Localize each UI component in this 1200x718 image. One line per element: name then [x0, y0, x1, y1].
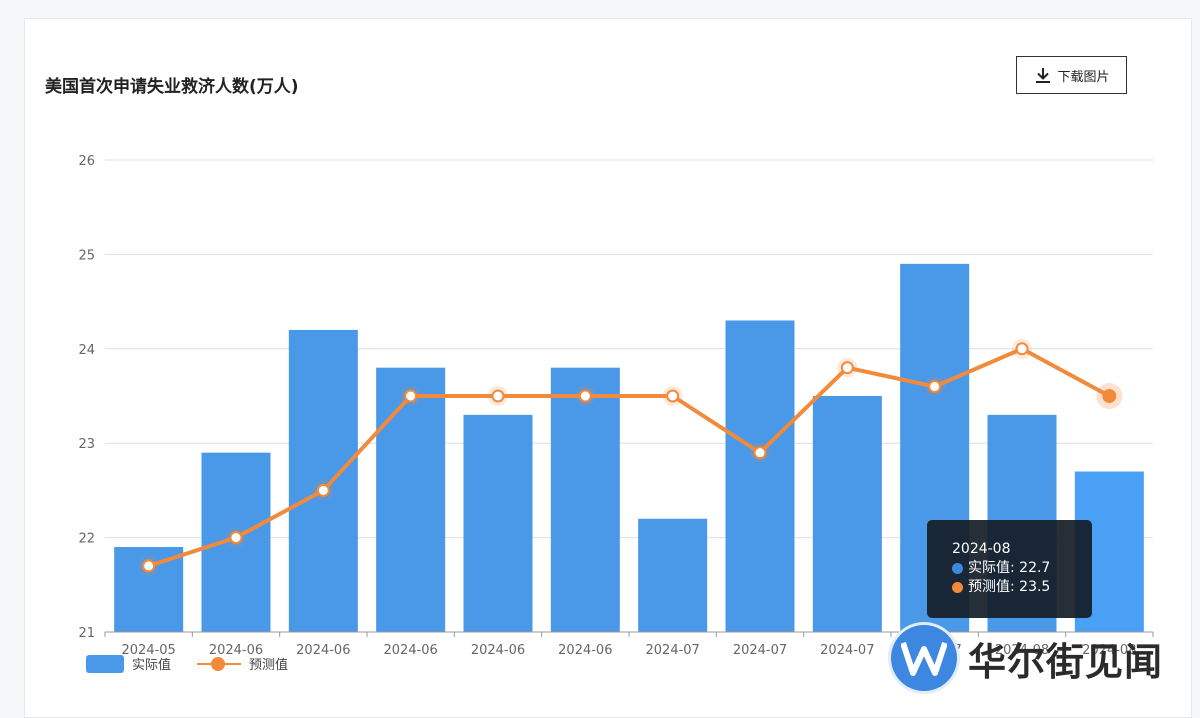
tooltip-actual-label: 实际值: 22.7 [968, 560, 1051, 576]
tooltip-dot-forecast [952, 582, 963, 593]
x-tick-label: 2024-06 [558, 643, 612, 658]
brand-logo-icon [888, 622, 960, 694]
chart-title: 美国首次申请失业救济人数(万人) [45, 77, 299, 97]
y-tick-label: 24 [78, 343, 95, 358]
line-point [316, 483, 330, 497]
bar-series [114, 263, 1144, 632]
line-point [1015, 342, 1029, 356]
x-tick-label: 2024-06 [209, 643, 263, 658]
x-tick-label: 2024-07 [646, 643, 700, 658]
line-point [491, 389, 505, 403]
line-point [928, 380, 942, 394]
line-point [404, 389, 418, 403]
tooltip-row-forecast: 预测值: 23.5 [952, 578, 1092, 597]
y-tick-label: 22 [78, 532, 95, 547]
legend-bar-swatch[interactable] [86, 654, 124, 673]
tooltip-title: 2024-08 [952, 541, 1011, 557]
line-series [138, 338, 1123, 576]
x-axis: 2024-05 2024-06 2024-06 2024-06 2024-06 2024-… [104, 631, 1154, 658]
bar [288, 329, 358, 632]
line-point [578, 389, 592, 403]
bar [376, 367, 446, 632]
line-point [753, 446, 767, 460]
x-tick-label: 2024-06 [471, 643, 525, 658]
bar [812, 396, 882, 632]
brand-watermark: 华尔街见闻 [888, 622, 1163, 694]
bar [550, 367, 620, 632]
x-tick-label: 2024-06 [384, 643, 438, 658]
download-icon [1033, 65, 1053, 85]
y-tick-label: 25 [78, 248, 95, 263]
x-tick-label: 2024-07 [820, 643, 874, 658]
legend-line-swatch[interactable] [197, 655, 242, 673]
y-axis: 21 22 23 24 25 26 [78, 154, 95, 641]
x-tick-label: 2024-07 [733, 643, 787, 658]
line-point [840, 361, 854, 375]
brand-name: 华尔街见闻 [968, 638, 1164, 684]
x-tick-label: 2024-08 [1082, 643, 1136, 658]
bar [638, 518, 708, 632]
legend-bar-label[interactable]: 实际值 [132, 658, 172, 673]
x-tick-label: 2024-05 [122, 643, 176, 658]
bar [725, 320, 795, 632]
legend: 实际值 预测值 [86, 654, 288, 673]
download-image-button[interactable]: 下载图片 [1016, 56, 1127, 94]
download-label: 下载图片 [1057, 69, 1110, 85]
line-point [142, 559, 156, 573]
y-tick-label: 21 [78, 626, 95, 641]
line-point [229, 531, 243, 545]
tooltip-dot-actual [952, 563, 963, 574]
line-point [1102, 389, 1117, 403]
bar [463, 414, 533, 632]
line-point [666, 389, 680, 403]
x-tick-label: 2024-08 [995, 643, 1049, 658]
tooltip-row-actual: 实际值: 22.7 [952, 559, 1092, 578]
legend-line-label[interactable]: 预测值 [249, 658, 289, 673]
chart-tooltip: 2024-08 实际值: 22.7 预测值: 23.5 [927, 520, 1092, 618]
forecast-line [148, 346, 1111, 568]
y-tick-label: 23 [78, 437, 95, 452]
x-tick-label: 2024-06 [296, 643, 350, 658]
tooltip-forecast-label: 预测值: 23.5 [968, 579, 1051, 595]
y-tick-label: 26 [78, 154, 95, 169]
